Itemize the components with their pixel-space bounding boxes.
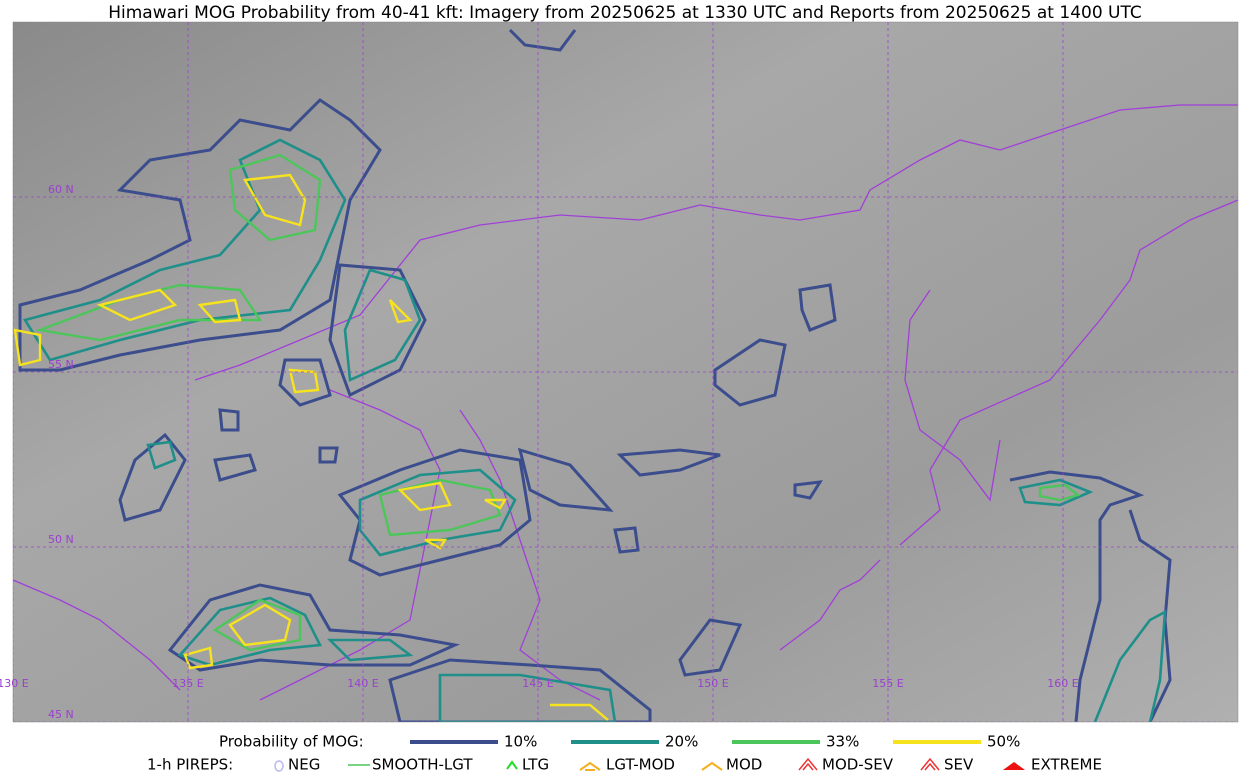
pirep-legend-title: 1-h PIREPS:: [147, 756, 233, 774]
probability-label: 33%: [826, 733, 859, 751]
latitude-label: 45 N: [48, 708, 74, 721]
legend: Probability of MOG: 1-h PIREPS: 10% 20% 33…: [147, 733, 1102, 774]
pirep-label: EXTREME: [1031, 756, 1102, 774]
graticule: [13, 22, 1238, 722]
longitude-label: 135 E: [172, 677, 203, 690]
probability-label: 20%: [665, 733, 698, 751]
latitude-label: 55 N: [48, 358, 74, 371]
longitude-label: 160 E: [1047, 677, 1078, 690]
latitude-label: 60 N: [48, 183, 74, 196]
pirep-label: SMOOTH-LGT: [372, 756, 473, 774]
latitude-label: 50 N: [48, 533, 74, 546]
contours: [13, 28, 1172, 722]
pirep-label: SEV: [944, 756, 974, 774]
map-frame: [12, 21, 1239, 723]
pirep-label: LTG: [522, 756, 549, 774]
extreme-icon: [1003, 762, 1025, 770]
pirep-label: NEG: [288, 756, 320, 774]
probability-legend-title: Probability of MOG:: [219, 733, 364, 751]
map: [13, 22, 1238, 722]
pirep-label: MOD: [726, 756, 762, 774]
longitude-label: 130 E: [0, 677, 29, 690]
probability-label: 50%: [987, 733, 1020, 751]
coastlines: [13, 104, 1238, 701]
longitude-label: 145 E: [522, 677, 553, 690]
ltg-icon: [506, 760, 518, 770]
title: Himawari MOG Probability from 40-41 kft:…: [108, 3, 1142, 23]
longitude-label: 140 E: [347, 677, 378, 690]
sev-icon: [920, 757, 940, 771]
graticule-labels: 60 N 55 N 50 N 45 N 130 E 135 E 140 E 145 E 150 …: [0, 183, 1079, 721]
probability-label: 10%: [504, 733, 537, 751]
pirep-label: LGT-MOD: [606, 756, 675, 774]
pirep-label: MOD-SEV: [822, 756, 894, 774]
mod-sev-icon: [798, 757, 818, 771]
mod-icon: [701, 761, 723, 771]
lgt-mod-icon: [579, 761, 601, 771]
neg-icon: [274, 760, 284, 772]
longitude-label: 150 E: [697, 677, 728, 690]
longitude-label: 155 E: [872, 677, 903, 690]
